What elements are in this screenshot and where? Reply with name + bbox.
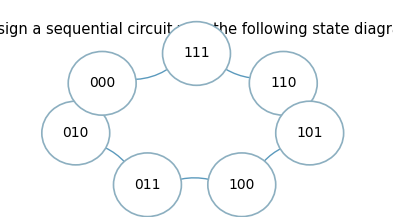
Ellipse shape <box>114 153 182 217</box>
Text: 101: 101 <box>296 126 323 140</box>
FancyArrowPatch shape <box>120 61 178 80</box>
FancyArrowPatch shape <box>85 101 96 118</box>
Text: Design a sequential circuit with the following state diagram: Design a sequential circuit with the fol… <box>0 22 393 37</box>
Text: 100: 100 <box>229 178 255 192</box>
FancyArrowPatch shape <box>291 100 299 116</box>
Text: 010: 010 <box>62 126 89 140</box>
FancyArrowPatch shape <box>214 61 264 80</box>
Ellipse shape <box>163 22 230 85</box>
FancyArrowPatch shape <box>93 142 133 173</box>
Ellipse shape <box>249 51 317 115</box>
Text: 000: 000 <box>89 76 115 90</box>
Text: 110: 110 <box>270 76 297 90</box>
Ellipse shape <box>68 51 136 115</box>
Text: 011: 011 <box>134 178 161 192</box>
FancyArrowPatch shape <box>257 143 294 171</box>
Ellipse shape <box>208 153 276 217</box>
Ellipse shape <box>276 101 343 165</box>
Ellipse shape <box>42 101 110 165</box>
FancyArrowPatch shape <box>168 178 223 184</box>
Text: 111: 111 <box>183 46 210 61</box>
